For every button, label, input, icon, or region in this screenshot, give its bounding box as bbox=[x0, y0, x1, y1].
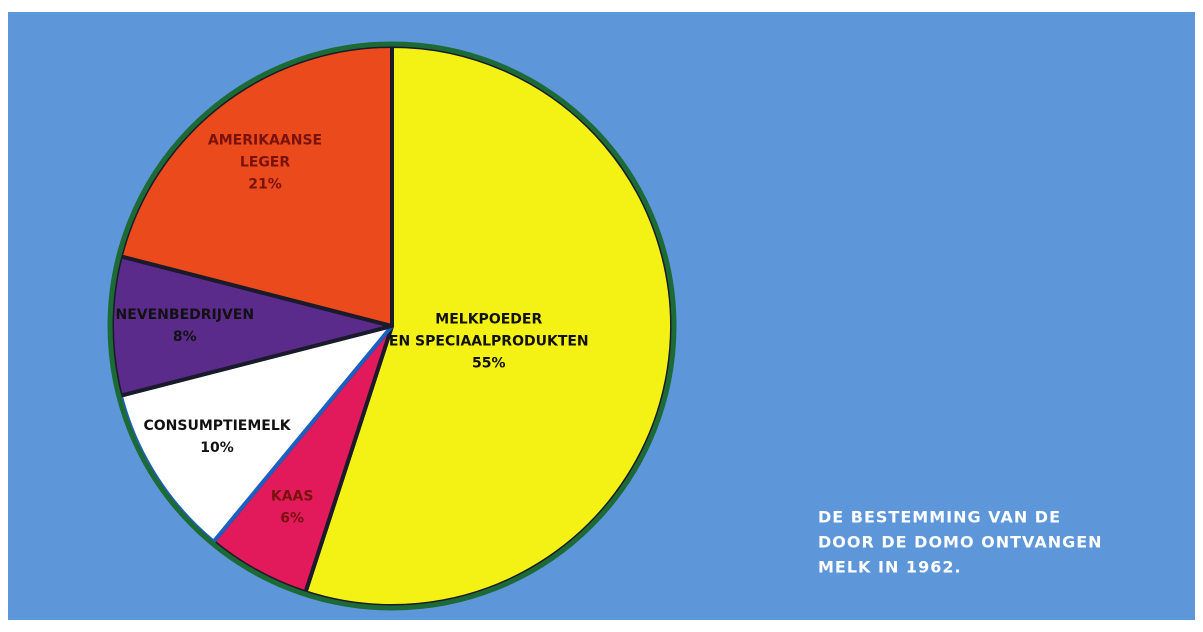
slice-label: AMERIKAANSE bbox=[208, 132, 322, 148]
slice-label: EN SPECIAALPRODUKTEN bbox=[389, 333, 589, 349]
slice-value-label: 6% bbox=[280, 511, 304, 527]
caption: DE BESTEMMING VAN DE DOOR DE DOMO ONTVANG… bbox=[818, 508, 1103, 577]
caption-line: DE BESTEMMING VAN DE bbox=[818, 508, 1061, 527]
caption-line: DOOR DE DOMO ONTVANGEN bbox=[818, 533, 1103, 552]
slice-value-label: 21% bbox=[248, 176, 282, 192]
slice-label: MELKPOEDER bbox=[435, 311, 542, 327]
slice-value-label: 55% bbox=[472, 355, 506, 371]
slice-label: KAAS bbox=[271, 489, 314, 505]
slice-label: LEGER bbox=[240, 154, 291, 170]
slice-label: CONSUMPTIEMELK bbox=[143, 418, 291, 434]
pie-rim bbox=[107, 41, 677, 611]
slice-value-label: 8% bbox=[173, 329, 197, 345]
slice-label: NEVENBEDRIJVEN bbox=[116, 307, 255, 323]
caption-line: MELK IN 1962. bbox=[818, 558, 962, 577]
slice-value-label: 10% bbox=[200, 440, 234, 456]
